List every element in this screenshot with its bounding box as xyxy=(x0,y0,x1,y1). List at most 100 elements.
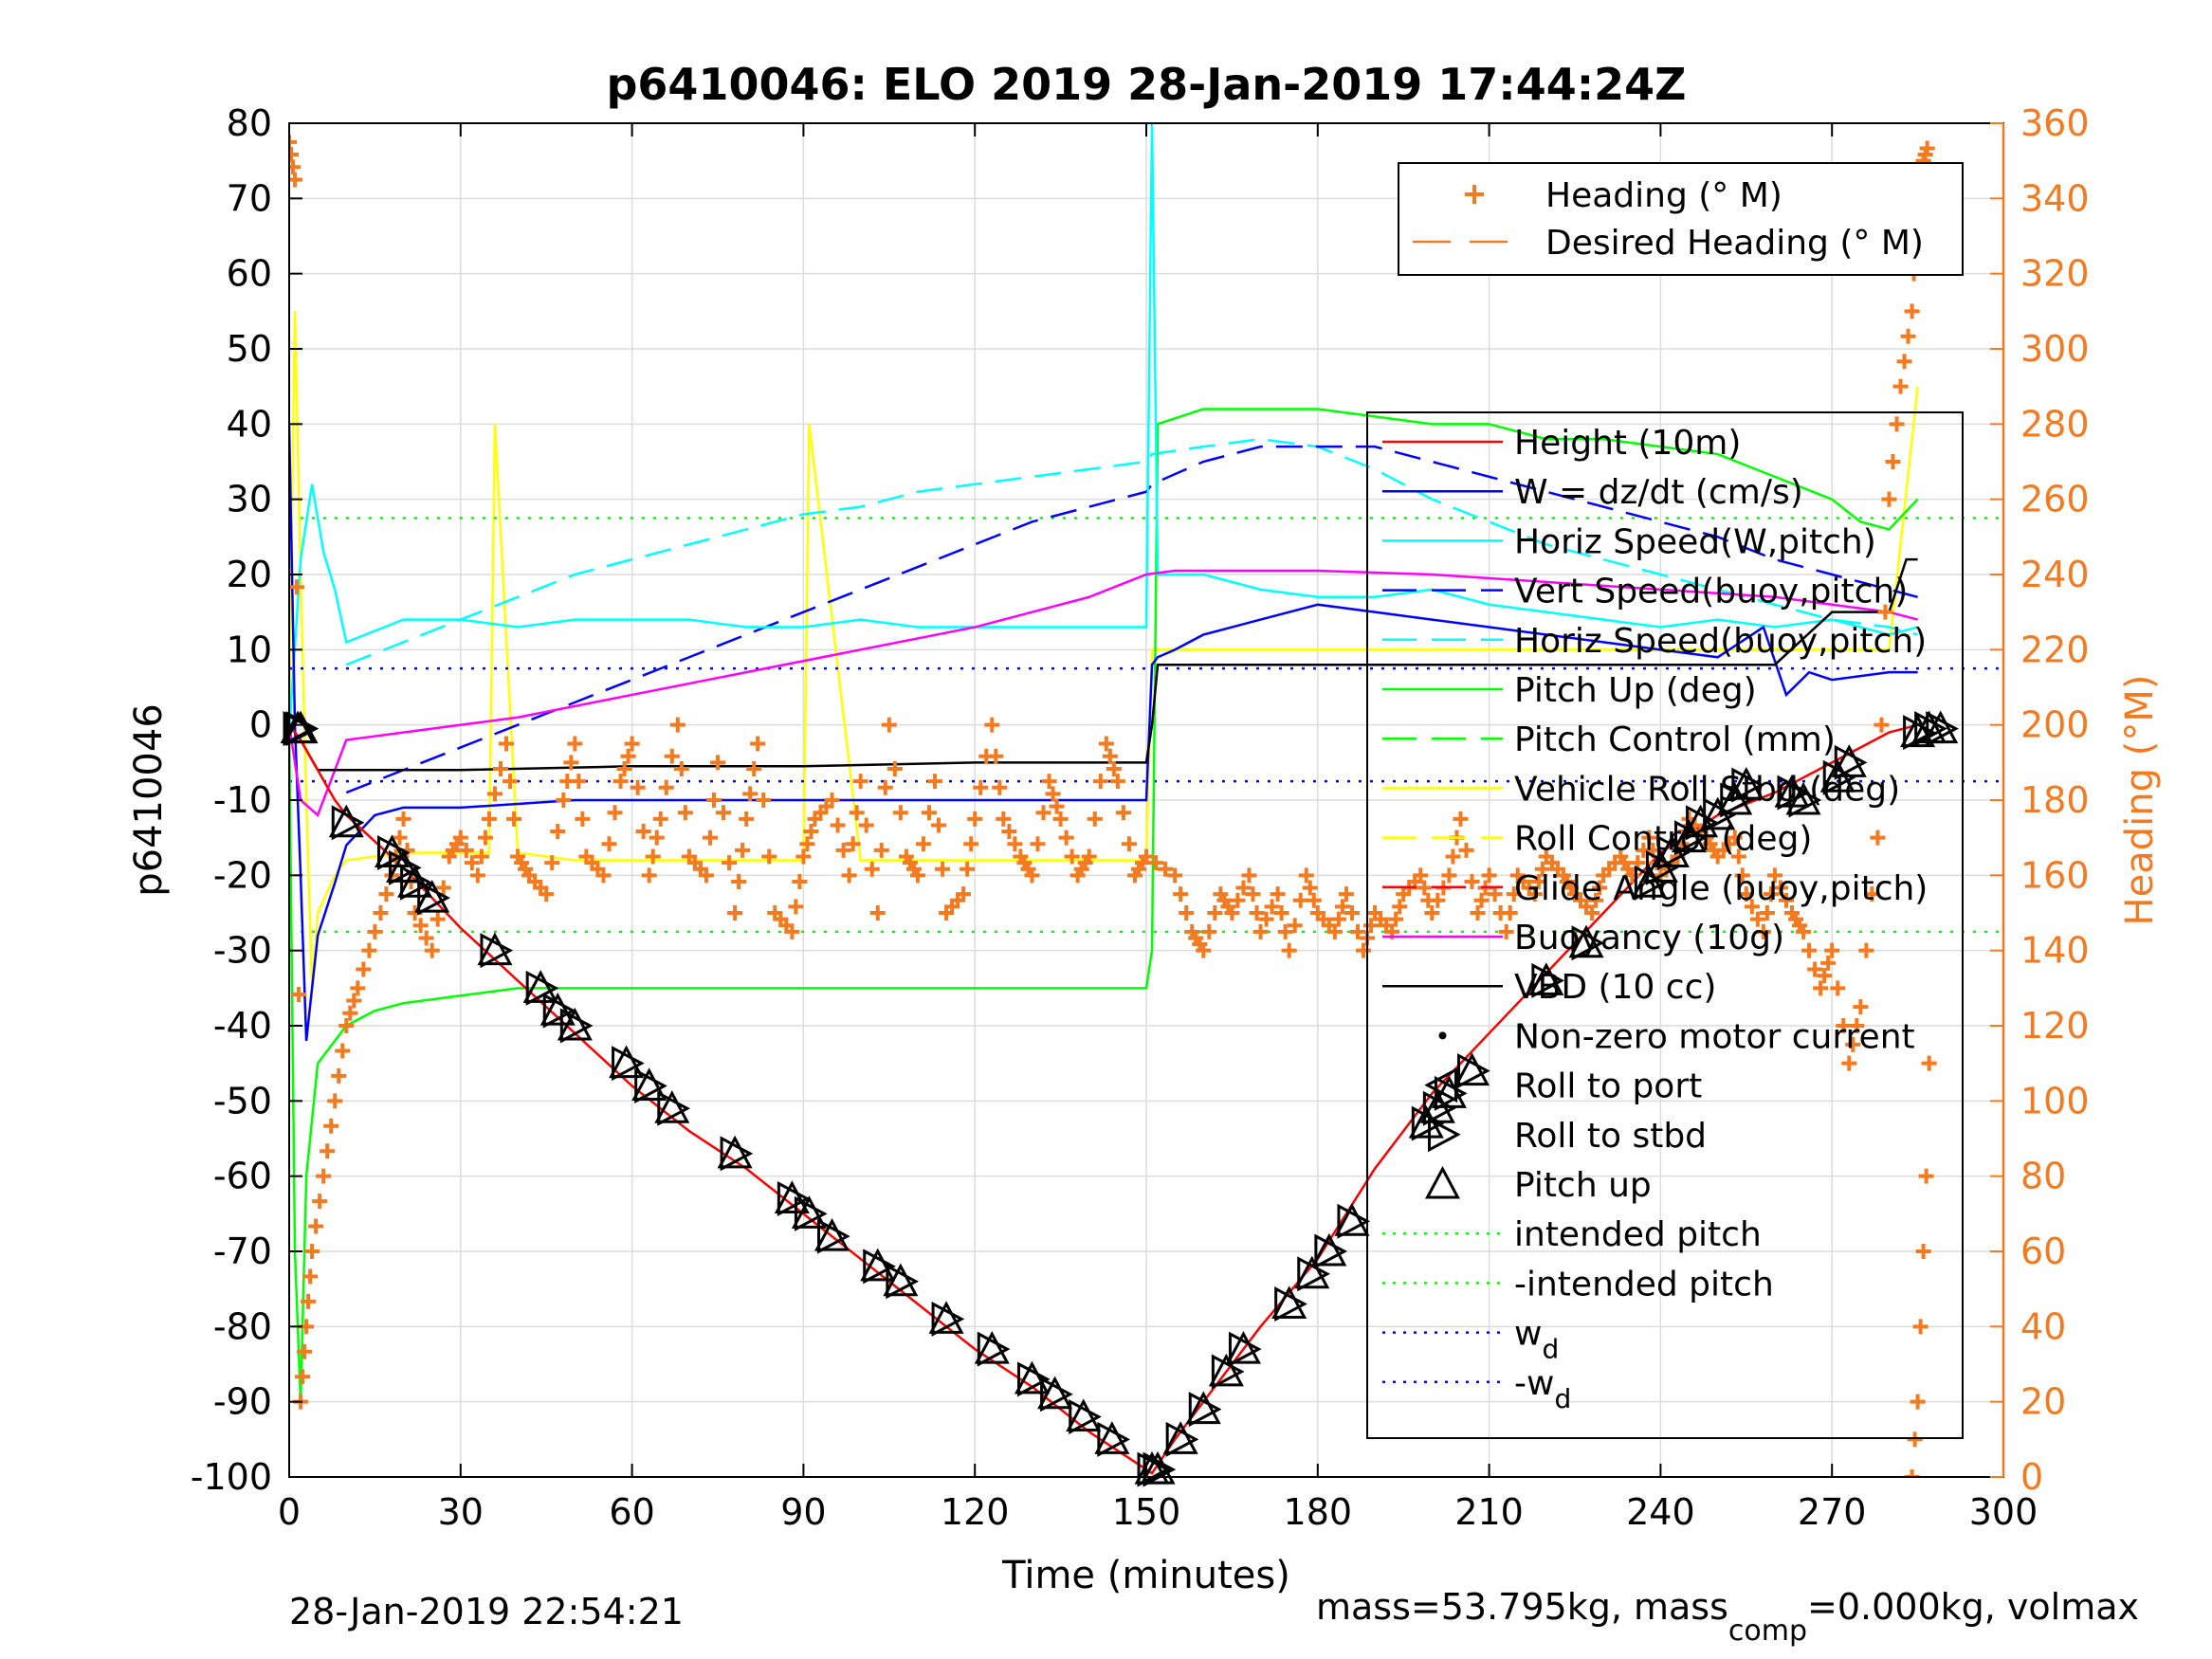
marker-roll-stbd xyxy=(1834,744,1868,780)
legend-label-sub: d xyxy=(1554,1383,1571,1414)
heading-point xyxy=(1007,836,1023,852)
marker-roll-stbd xyxy=(400,865,433,901)
heading-point xyxy=(595,867,612,884)
x-tick-label: 60 xyxy=(609,1491,654,1533)
y-tick-label-right: 140 xyxy=(2020,930,2090,972)
heading-point xyxy=(1845,1036,1861,1052)
heading-point xyxy=(799,836,815,852)
heading-point xyxy=(731,873,747,889)
legend-label-main: Vehicle Roll Stbd (deg) xyxy=(1514,770,1900,809)
series-vert-speed-buoy-pitch- xyxy=(345,445,1918,794)
legend-label: Vehicle Roll Stbd (deg) xyxy=(1514,770,1900,809)
marker-pitch-up xyxy=(1271,1285,1307,1320)
legend-main: Height (10m) W = dz/dt (cm/s) Horiz Speed(… xyxy=(1366,411,1964,1439)
heading-point xyxy=(289,579,305,595)
heading-point xyxy=(1001,824,1017,840)
heading-point xyxy=(469,867,485,884)
heading-point xyxy=(869,905,886,921)
heading-point xyxy=(630,779,646,795)
heading-point xyxy=(539,886,555,902)
heading-point xyxy=(1849,1018,1865,1033)
legend-label: Buoyancy (10g) xyxy=(1514,919,1784,957)
marker-roll-stbd xyxy=(1686,805,1719,841)
legend-label-main: -w xyxy=(1514,1364,1554,1403)
legend-label: Roll to stbd xyxy=(1514,1117,1707,1156)
heading-point xyxy=(921,805,937,821)
heading-point xyxy=(645,848,661,865)
footer-mass-part2: =0.000kg, volmax xyxy=(1807,1586,2139,1628)
heading-point xyxy=(1918,1168,1934,1184)
heading-point xyxy=(835,842,851,858)
heading-point xyxy=(1087,811,1103,827)
heading-point xyxy=(1730,848,1746,865)
heading-point xyxy=(927,774,943,790)
heading-point xyxy=(308,1218,324,1234)
legend-label: Roll to port xyxy=(1514,1067,1702,1106)
y-tick-label-right: 60 xyxy=(2020,1231,2066,1272)
marker-pitch-up xyxy=(774,1180,810,1213)
heading-point xyxy=(641,867,657,884)
marker-roll-stbd xyxy=(1457,1053,1490,1089)
heading-point xyxy=(1115,805,1131,821)
legend-swatch xyxy=(1428,1117,1461,1153)
heading-point xyxy=(1592,880,1608,896)
heading-point xyxy=(1853,999,1869,1015)
heading-point xyxy=(1417,880,1433,896)
heading-point xyxy=(1487,886,1503,902)
marker-pitch-up xyxy=(1094,1421,1130,1454)
y-tick-label: 30 xyxy=(227,479,272,520)
heading-point xyxy=(716,805,732,821)
heading-point xyxy=(1813,980,1829,996)
marker-pitch-up xyxy=(1923,710,1959,744)
legend-label: -intended pitch xyxy=(1514,1265,1774,1304)
y-tick-label: -80 xyxy=(213,1305,272,1347)
heading-point xyxy=(556,793,572,808)
marker-pitch-up xyxy=(1140,1450,1176,1485)
heading-point xyxy=(297,1343,313,1359)
heading-point xyxy=(1035,805,1051,821)
y-tick-label: 0 xyxy=(249,704,272,746)
marker-pitch-up xyxy=(1185,1391,1221,1425)
marker-roll-stbd xyxy=(863,1249,896,1285)
heading-point xyxy=(1292,892,1308,908)
marker-roll-stbd xyxy=(1788,782,1822,818)
heading-point xyxy=(601,836,617,852)
heading-point xyxy=(1148,855,1164,871)
x-tick-label: 270 xyxy=(1798,1491,1867,1533)
marker-roll-stbd xyxy=(794,1195,828,1231)
heading-point xyxy=(960,861,976,877)
heading-point xyxy=(473,848,489,865)
y-tick-label: -90 xyxy=(213,1381,272,1423)
heading-point xyxy=(452,830,468,846)
marker-roll-stbd xyxy=(931,1301,965,1337)
marker-pitch-up xyxy=(1066,1398,1102,1432)
heading-point xyxy=(1526,886,1543,902)
heading-point xyxy=(430,911,446,927)
marker-pitch-up xyxy=(386,849,422,883)
heading-point xyxy=(845,836,861,852)
legend-heading-label: Heading (° M) xyxy=(1545,176,1782,215)
heading-point xyxy=(316,1168,332,1184)
heading-point xyxy=(1058,830,1074,846)
marker-pitch-up xyxy=(374,834,410,868)
marker-roll-stbd xyxy=(1211,1354,1245,1390)
marker-roll-stbd xyxy=(542,993,576,1029)
marker-roll-stbd xyxy=(1069,1399,1102,1435)
marker-pitch-up xyxy=(974,1330,1010,1364)
heading-point xyxy=(988,748,1004,764)
heading-point xyxy=(1298,867,1314,884)
heading-point xyxy=(1772,880,1788,896)
y-tick-label-right: 220 xyxy=(2020,629,2090,670)
heading-point xyxy=(624,736,640,752)
heading-point xyxy=(335,1043,351,1059)
heading-point xyxy=(746,760,762,776)
marker-roll-stbd xyxy=(1434,1075,1468,1111)
heading-point xyxy=(803,824,819,840)
heading-point xyxy=(852,774,868,790)
heading-point xyxy=(1830,980,1846,996)
heading-point xyxy=(1727,830,1743,846)
heading-point xyxy=(1041,774,1057,790)
marker-roll-stbd xyxy=(1703,797,1736,833)
heading-point xyxy=(1870,830,1886,846)
y-tick-label-right: 80 xyxy=(2020,1156,2066,1197)
